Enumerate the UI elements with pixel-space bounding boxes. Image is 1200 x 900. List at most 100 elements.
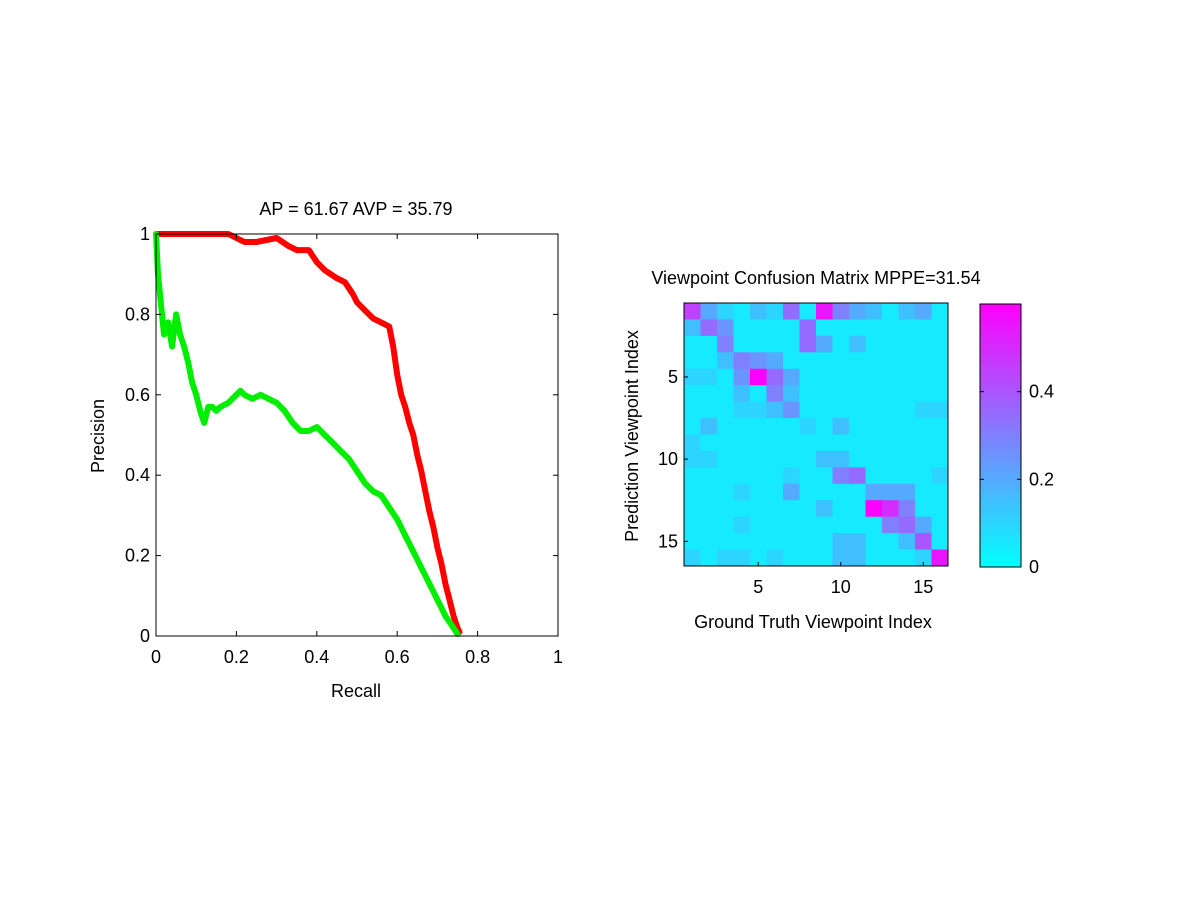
- colorbar-tick-label: 0.2: [1029, 469, 1054, 489]
- cm-cell: [783, 385, 800, 403]
- cm-cell: [816, 549, 833, 567]
- cm-cell: [750, 434, 767, 452]
- cm-cell: [783, 533, 800, 550]
- cm-cell: [832, 335, 850, 353]
- cm-cell: [915, 352, 932, 370]
- cm-cell: [766, 549, 784, 567]
- cm-cell: [816, 401, 833, 419]
- cm-cell: [766, 335, 784, 353]
- pr-ytick-label: 1: [140, 224, 150, 244]
- cm-cell: [931, 319, 949, 337]
- cm-cell: [832, 450, 850, 468]
- cm-title: Viewpoint Confusion Matrix MPPE=31.54: [651, 268, 980, 288]
- cm-cell: [849, 549, 866, 567]
- cm-cell: [799, 319, 817, 337]
- cm-cell: [717, 319, 734, 337]
- cm-cell: [882, 368, 899, 386]
- cm-cell: [898, 319, 916, 337]
- cm-cell: [733, 401, 751, 419]
- cm-cell: [816, 335, 833, 353]
- cm-cell: [865, 368, 883, 386]
- pr-xtick-label: 0: [151, 647, 161, 667]
- cm-cell: [882, 516, 899, 534]
- cm-cell: [684, 319, 701, 337]
- cm-cell: [931, 500, 949, 518]
- cm-cell: [832, 385, 850, 403]
- cm-cell: [717, 533, 734, 550]
- cm-cell: [816, 385, 833, 403]
- cm-cell: [832, 368, 850, 386]
- cm-cell: [750, 533, 767, 550]
- cm-ticks: 5 10 15 5 10 15: [658, 367, 933, 597]
- cm-cell: [733, 319, 751, 337]
- cm-cell: [766, 368, 784, 386]
- pr-axes-box: [155, 233, 559, 637]
- cm-cell: [750, 516, 767, 534]
- cm-cell: [882, 467, 899, 485]
- cm-cell: [684, 500, 701, 518]
- cm-ylabel: Prediction Viewpoint Index: [622, 330, 642, 542]
- cm-cell: [915, 434, 932, 452]
- cm-cell: [717, 335, 734, 353]
- cm-cell: [717, 500, 734, 518]
- cm-cell: [816, 368, 833, 386]
- cm-cell: [700, 335, 718, 353]
- cm-cell: [915, 385, 932, 403]
- cm-cell: [816, 303, 833, 320]
- cm-cell: [799, 434, 817, 452]
- cm-cell: [832, 467, 850, 485]
- cm-cell: [849, 368, 866, 386]
- cm-cell: [750, 303, 767, 320]
- cm-cell: [849, 418, 866, 435]
- pr-series-line-1: [153, 231, 463, 635]
- cm-cell: [849, 335, 866, 353]
- cm-cell: [700, 401, 718, 419]
- cm-cell: [717, 467, 734, 485]
- cm-cell: [766, 434, 784, 452]
- cm-cell: [849, 533, 866, 550]
- cm-cell: [898, 467, 916, 485]
- pr-ytick-label: 0.6: [125, 385, 150, 405]
- cm-cell: [783, 335, 800, 353]
- cm-cell: [915, 467, 932, 485]
- cm-cell: [766, 418, 784, 435]
- cm-cell: [700, 352, 718, 370]
- pr-ticks: 0 0.2 0.4 0.6 0.8 1 0 0.2 0.4 0.6 0.8 1: [125, 224, 563, 667]
- cm-cell: [931, 335, 949, 353]
- cm-cell: [849, 319, 866, 337]
- cm-cell: [915, 549, 932, 567]
- cm-cell: [865, 385, 883, 403]
- cm-cell: [898, 450, 916, 468]
- cm-cell: [865, 434, 883, 452]
- cm-cell: [898, 368, 916, 386]
- cm-cell: [684, 533, 701, 550]
- cm-cell: [915, 335, 932, 353]
- cm-cell: [816, 483, 833, 501]
- cm-cell: [882, 335, 899, 353]
- cm-cell: [849, 467, 866, 485]
- pr-plot: AP = 61.67 AVP = 35.79 Recall Precision …: [88, 199, 563, 701]
- cm-cell: [898, 483, 916, 501]
- cm-cell: [882, 549, 899, 567]
- cm-cell: [882, 319, 899, 337]
- cm-cell: [832, 418, 850, 435]
- cm-cell: [898, 352, 916, 370]
- cm-cell: [733, 483, 751, 501]
- cm-cell: [898, 434, 916, 452]
- cm-cell: [700, 368, 718, 386]
- cm-cell: [865, 549, 883, 567]
- cm-cell: [898, 533, 916, 550]
- cm-cell: [684, 450, 701, 468]
- cm-cell: [915, 319, 932, 337]
- cm-cell: [832, 533, 850, 550]
- cm-cell: [766, 319, 784, 337]
- cm-cell: [832, 303, 850, 320]
- cm-cell: [865, 352, 883, 370]
- cm-cell: [882, 401, 899, 419]
- cm-xtick-label: 15: [913, 577, 933, 597]
- cm-cell: [915, 533, 932, 550]
- cm-cell: [700, 467, 718, 485]
- cm-cell: [783, 467, 800, 485]
- cm-cell: [783, 368, 800, 386]
